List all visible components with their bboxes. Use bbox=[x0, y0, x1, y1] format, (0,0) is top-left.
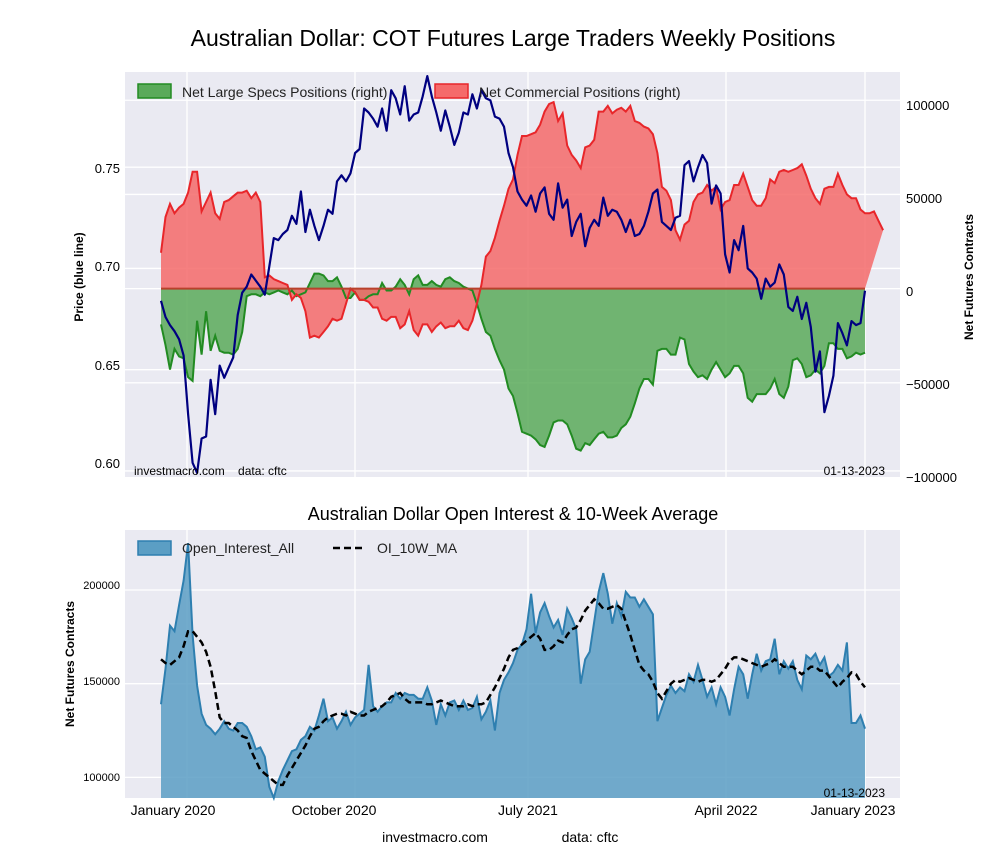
bottom-y-axis-label: Net Futures Contracts bbox=[63, 601, 77, 727]
x-tick: October 2020 bbox=[292, 802, 377, 818]
commercial-area bbox=[161, 102, 884, 338]
bottom-chart-title: Australian Dollar Open Interest & 10-Wee… bbox=[308, 504, 719, 524]
right-axis: 100000 50000 0 −50000 −100000 bbox=[906, 98, 957, 485]
open-interest-line bbox=[160, 542, 866, 802]
legend-label-commercial: Net Commercial Positions (right) bbox=[479, 84, 681, 100]
right-tick: 100000 bbox=[906, 98, 949, 113]
x-tick: July 2021 bbox=[498, 802, 558, 818]
open-interest-area bbox=[161, 543, 865, 798]
right-axis-label: Net Futures Contracts bbox=[962, 214, 976, 340]
top-legend: Net Large Specs Positions (right) Net Co… bbox=[137, 83, 681, 100]
open-interest-series bbox=[160, 542, 866, 802]
legend-swatch-open-interest bbox=[137, 540, 172, 556]
legend-swatch-specs bbox=[137, 83, 172, 99]
right-tick: −50000 bbox=[906, 377, 950, 392]
left-tick: 0.60 bbox=[95, 456, 120, 471]
x-tick: January 2020 bbox=[131, 802, 216, 818]
left-axis: 0.60 0.65 0.70 0.75 bbox=[95, 161, 120, 471]
left-axis-label: Price (blue line) bbox=[72, 232, 86, 321]
legend-swatch-commercial bbox=[434, 83, 469, 99]
right-tick: 0 bbox=[906, 284, 913, 299]
legend-label-ma: OI_10W_MA bbox=[377, 540, 458, 556]
commercial-line bbox=[160, 100, 884, 340]
price-line-group bbox=[159, 75, 867, 474]
x-tick: January 2023 bbox=[811, 802, 896, 818]
bottom-y-tick: 100000 bbox=[83, 772, 120, 784]
bottom-date-label: 01-13-2023 bbox=[824, 786, 886, 800]
top-watermark: investmacro.com data: cftc bbox=[134, 464, 287, 478]
bottom-legend: Open_Interest_All OI_10W_MA bbox=[137, 540, 458, 556]
price-line bbox=[159, 75, 867, 474]
x-tick: April 2022 bbox=[694, 802, 757, 818]
left-tick: 0.70 bbox=[95, 259, 120, 274]
bottom-y-tick: 200000 bbox=[83, 580, 120, 592]
specs-area bbox=[161, 273, 865, 451]
footer-site: investmacro.com bbox=[382, 829, 488, 845]
legend-label-specs: Net Large Specs Positions (right) bbox=[182, 84, 387, 100]
bottom-x-axis: January 2020 October 2020 July 2021 Apri… bbox=[131, 802, 896, 818]
right-tick: 50000 bbox=[906, 191, 942, 206]
top-date-label: 01-13-2023 bbox=[824, 464, 886, 478]
bottom-y-tick: 150000 bbox=[83, 676, 120, 688]
top-position-areas bbox=[160, 100, 884, 452]
specs-line bbox=[160, 272, 866, 452]
bottom-y-axis: 100000 150000 200000 bbox=[83, 580, 120, 784]
footer-source: data: cftc bbox=[562, 829, 619, 845]
legend-label-open-interest: Open_Interest_All bbox=[182, 540, 294, 556]
left-tick: 0.75 bbox=[95, 161, 120, 176]
right-tick: −100000 bbox=[906, 470, 957, 485]
top-chart-title: Australian Dollar: COT Futures Large Tra… bbox=[191, 25, 836, 51]
left-tick: 0.65 bbox=[95, 358, 120, 373]
ma-line bbox=[160, 597, 866, 787]
